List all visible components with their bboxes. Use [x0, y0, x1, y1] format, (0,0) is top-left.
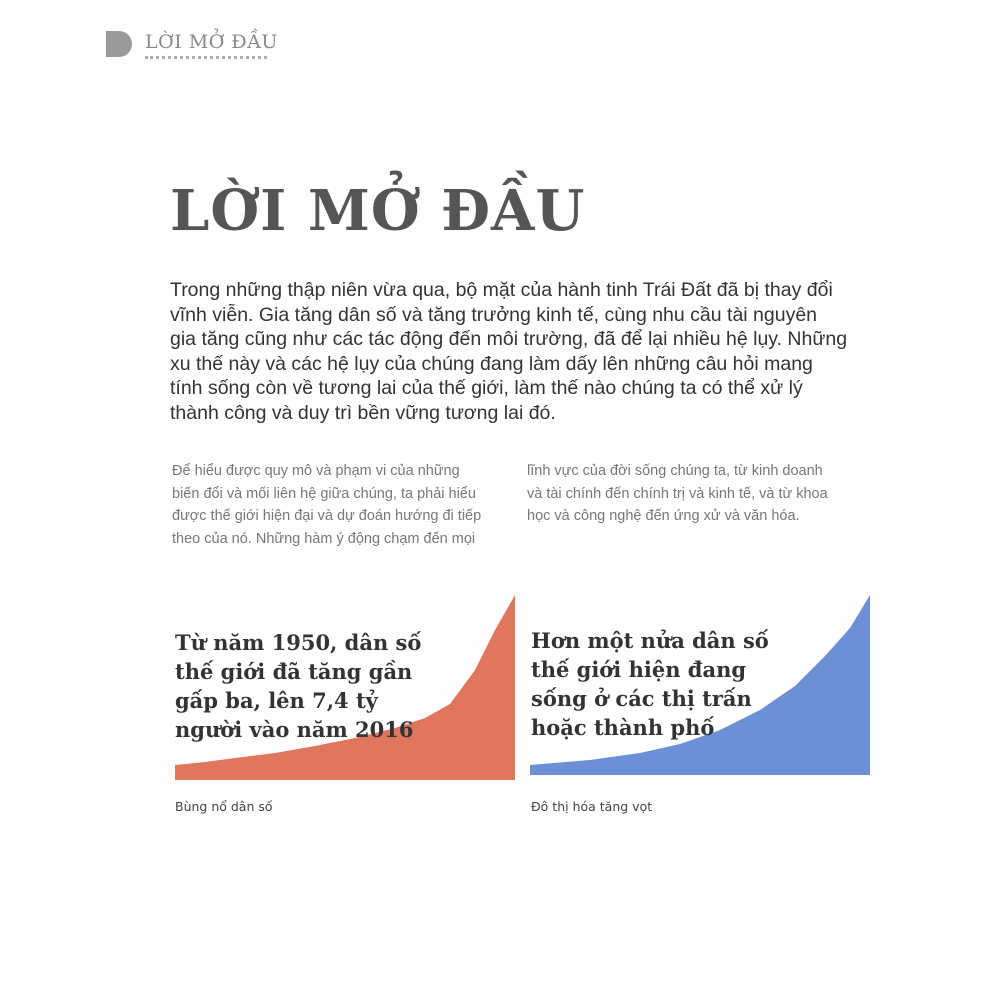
- headline-line: Hơn một nửa dân số: [531, 628, 769, 653]
- headline-line: Từ năm 1950, dân số: [175, 630, 422, 655]
- body-line: biến đổi và mối liên hệ giữa chúng, ta p…: [172, 485, 476, 502]
- urbanization-graphic: [530, 595, 870, 775]
- population-headline: Từ năm 1950, dân số thế giới đã tăng gần…: [175, 628, 421, 744]
- body-line: Để hiểu được quy mô và phạm vi của những: [172, 463, 460, 479]
- lead-line: tính sống còn về tương lai của thế giới,…: [170, 377, 803, 399]
- urbanization-headline: Hơn một nửa dân số thế giới hiện đang số…: [531, 626, 769, 742]
- population-growth-graphic: [175, 595, 515, 780]
- lead-paragraph: Trong những thập niên vừa qua, bộ mặt củ…: [170, 278, 890, 425]
- headline-line: hoặc thành phố: [531, 715, 715, 740]
- body-line: được thế giới hiện đại và dự đoán hướng …: [172, 508, 482, 524]
- population-area: [175, 595, 515, 780]
- body-column-1: Để hiểu được quy mô và phạm vi của những…: [172, 460, 481, 550]
- body-column-2: lĩnh vực của đời sống chúng ta, từ kinh …: [527, 460, 828, 528]
- lead-line: xu thế này và các hệ lụy của chúng đang …: [170, 352, 813, 375]
- population-caption: Bùng nổ dân số: [175, 799, 273, 814]
- headline-line: thế giới đã tăng gần: [175, 659, 413, 684]
- chapter-tab-marker: [106, 31, 132, 57]
- body-line: theo của nó. Những hàm ý động chạm đến m…: [172, 530, 476, 547]
- page-title: LỜI MỞ ĐẦU: [170, 178, 586, 244]
- lead-line: Trong những thập niên vừa qua, bộ mặt củ…: [170, 279, 833, 301]
- urbanization-area: [530, 595, 870, 775]
- dotted-divider: [145, 56, 267, 59]
- lead-line: gia tăng cũng như các tác động đến môi t…: [170, 328, 848, 350]
- body-line: và tài chính đến chính trị và kinh tế, v…: [527, 485, 828, 502]
- headline-line: người vào năm 2016: [175, 717, 414, 742]
- headline-line: thế giới hiện đang: [531, 657, 747, 682]
- running-header: LỜI MỞ ĐẦU: [145, 31, 278, 53]
- headline-line: sống ở các thị trấn: [531, 686, 752, 711]
- headline-line: gấp ba, lên 7,4 tỷ: [175, 688, 378, 713]
- urbanization-caption: Đô thị hóa tăng vọt: [531, 799, 653, 814]
- lead-line: vĩnh viễn. Gia tăng dân số và tăng trưởn…: [170, 303, 818, 326]
- body-line: lĩnh vực của đời sống chúng ta, từ kinh …: [527, 463, 823, 479]
- body-line: học và công nghệ đến ứng xử và văn hóa.: [527, 508, 800, 524]
- lead-line: thành công và duy trì bền vững tương lai…: [170, 401, 556, 424]
